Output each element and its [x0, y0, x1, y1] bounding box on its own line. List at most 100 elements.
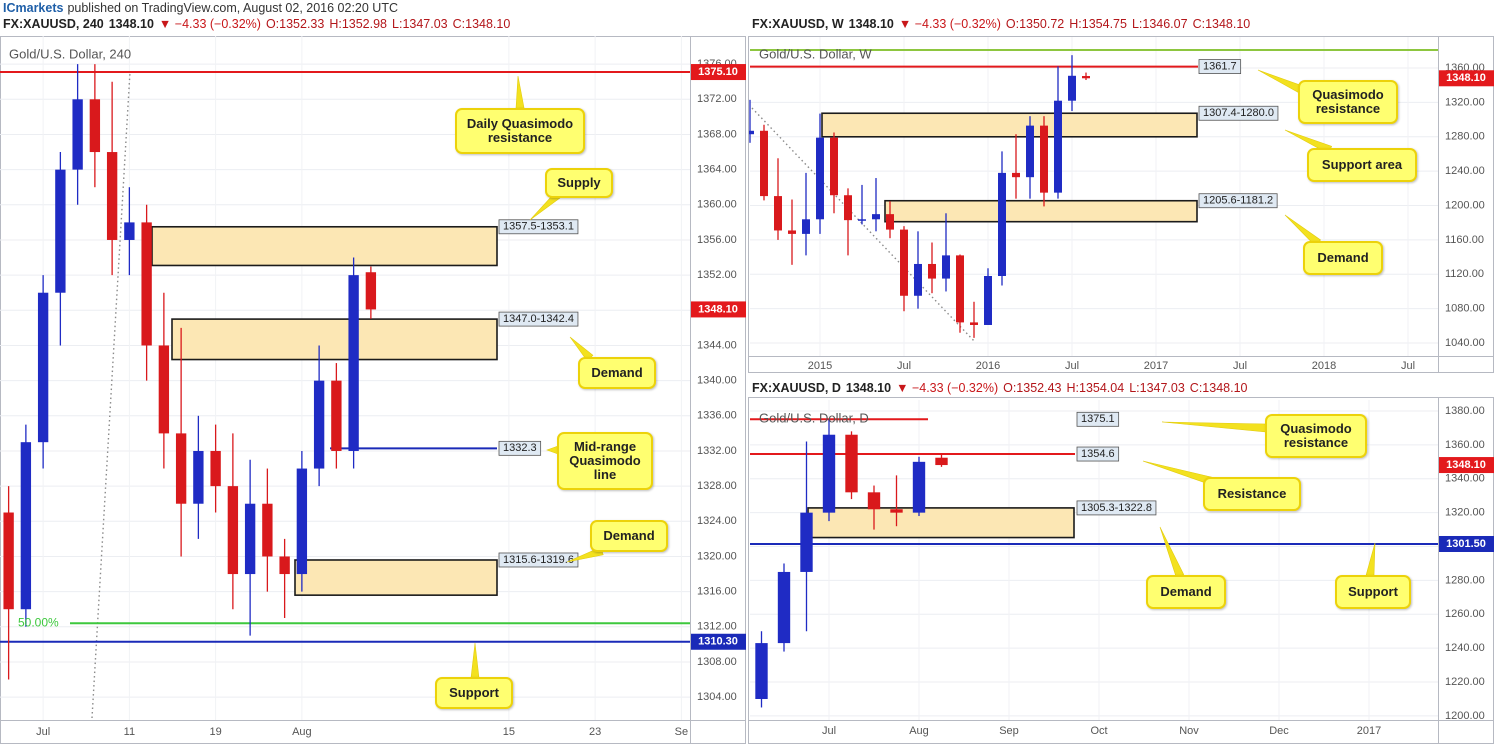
zone [884, 199, 1198, 223]
candle-body [788, 230, 796, 234]
candle-body [1026, 125, 1034, 178]
x-tick-label: Jul [36, 726, 50, 738]
level-label-box [1076, 411, 1120, 427]
y-tick-label: 1336.00 [697, 410, 737, 422]
y-tick-label: 1120.00 [1445, 268, 1484, 280]
level-label-box [1076, 500, 1157, 516]
y-tick-label: 1280.00 [1445, 131, 1485, 143]
x-tick-label: Dec [1269, 725, 1289, 737]
y-tick-label: 1320.00 [1445, 96, 1485, 108]
y-tick-label: 1380.00 [1445, 405, 1485, 417]
y-tick-label: 1240.00 [1445, 165, 1485, 177]
candle-body [348, 275, 359, 451]
level-label: 1307.4-1280.0 [1203, 107, 1274, 119]
candle-body [984, 276, 992, 325]
y-tick-label: 1200.00 [1445, 199, 1485, 211]
level-label: 1332.3 [503, 442, 537, 454]
axis-price-tag [691, 64, 746, 81]
change: ▼ −4.33 (−0.32%) [898, 17, 1001, 31]
symbol: FX:XAUUSD, D [752, 381, 841, 395]
candle-body [296, 468, 308, 575]
ohlc-close: C:1348.10 [1192, 17, 1251, 31]
x-tick-label: Jul [1233, 360, 1247, 372]
quote-row: FX:XAUUSD, D 1348.10 ▼ −4.33 (−0.32%) O:135… [752, 381, 1252, 395]
candle-body [777, 571, 791, 644]
candle-body [845, 434, 858, 493]
y-tick-label: 1316.00 [697, 586, 737, 598]
candle-body [279, 556, 290, 575]
plot-area [0, 36, 690, 720]
candle-body [886, 214, 894, 230]
candle-body [970, 322, 978, 325]
axis-price-label: 1348.10 [1446, 72, 1486, 84]
level-label: 1305.3-1322.8 [1081, 502, 1152, 514]
axis-price-tag [691, 633, 746, 650]
publish-header: ICmarkets published on TradingView.com, A… [3, 1, 398, 15]
y-tick-label: 1360.00 [1445, 439, 1485, 451]
y-tick-label: 1260.00 [1445, 608, 1485, 620]
candle-body [760, 130, 768, 197]
callout: Demand [1303, 241, 1383, 275]
axis-price-label: 1301.50 [1446, 538, 1486, 550]
y-tick-label: 1280.00 [1445, 574, 1485, 586]
y-tick-label: 1080.00 [1445, 303, 1485, 315]
last-price: 1348.10 [845, 381, 892, 395]
ohlc-open: O:1350.72 [1005, 17, 1065, 31]
level-label-box [1076, 446, 1120, 462]
x-tick-label: 2017 [1144, 360, 1168, 372]
x-tick-label: Aug [292, 726, 312, 738]
y-tick-label: 1372.00 [697, 93, 737, 105]
axis-price-label: 1348.10 [1446, 459, 1486, 471]
candle-body [175, 433, 187, 504]
level-label: 1375.1 [1081, 413, 1115, 425]
y-tick-label: 1360.00 [697, 199, 737, 211]
candle-body [802, 219, 810, 234]
callout: Support area [1307, 148, 1417, 182]
ohlc-low: L:1347.03 [392, 17, 448, 31]
y-tick-label: 1160.00 [1445, 234, 1484, 246]
ohlc-low: L:1347.03 [1129, 381, 1185, 395]
candle-body [37, 292, 49, 443]
axis-price-tag [1439, 535, 1494, 552]
x-tick-label: Jul [822, 725, 836, 737]
publish-info: published on TradingView.com, August 02,… [67, 1, 398, 15]
candle-body [141, 222, 152, 346]
chart-0: 1304.00 1308.00 1312.00 1316.00 1320.00 1324.… [0, 36, 746, 738]
candle-body [158, 345, 170, 434]
x-tick-label: Sep [999, 725, 1019, 737]
y-tick-label: 1356.00 [697, 234, 737, 246]
y-tick-label: 1332.00 [697, 445, 737, 457]
level-label-box [1198, 105, 1279, 121]
candle-body [830, 137, 838, 196]
callout: Demand [1146, 575, 1226, 609]
candle-body [858, 219, 866, 221]
candle-body [844, 195, 852, 221]
zone [821, 112, 1198, 138]
y-tick-label: 1340.00 [1445, 473, 1485, 485]
y-tick-label: 1200.00 [1445, 710, 1485, 722]
brand: ICmarkets [3, 1, 64, 15]
chart-title: Gold/U.S. Dollar, D [759, 410, 869, 425]
candle-body [1054, 100, 1062, 193]
change: ▼ −4.33 (−0.32%) [896, 381, 999, 395]
callout: Quasimodo resistance [1265, 414, 1367, 458]
candle-body [89, 99, 101, 153]
candle-body [867, 492, 881, 510]
callout: Mid-range Quasimodo line [557, 432, 653, 490]
level-label-box [498, 311, 579, 327]
candle-body [365, 272, 377, 310]
candle-body [912, 461, 926, 513]
candle-body [262, 503, 273, 557]
ohlc-open: O:1352.33 [265, 17, 325, 31]
zone [151, 225, 498, 267]
quote-row: FX:XAUUSD, 240 1348.10 ▼ −4.33 (−0.32%) O:1… [3, 17, 515, 31]
candle-body [755, 643, 768, 699]
candle-body [928, 263, 936, 279]
y-tick-label: 1364.00 [697, 164, 737, 176]
x-tick-label: 2018 [1312, 360, 1336, 372]
level-label: 1205.6-1181.2 [1203, 195, 1273, 207]
callout-arrow [470, 642, 480, 679]
level-label-box [1198, 193, 1278, 209]
y-tick-label: 1040.00 [1445, 337, 1485, 349]
